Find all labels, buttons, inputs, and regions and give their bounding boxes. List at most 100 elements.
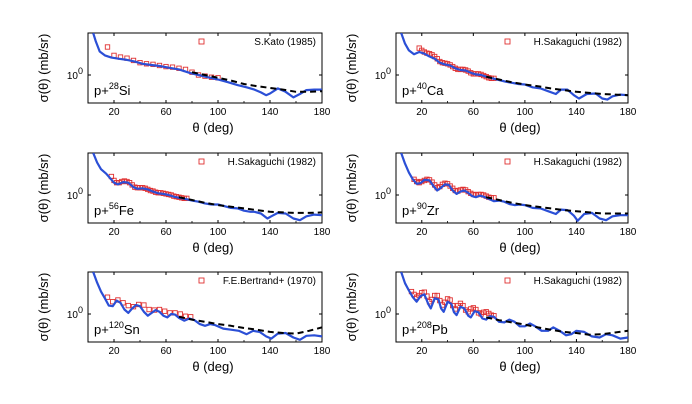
series-group	[400, 33, 628, 101]
target-symbol: Ca	[427, 83, 444, 98]
legend-marker	[198, 158, 205, 165]
target-prefix: p+	[402, 322, 417, 337]
calc-solid-line	[400, 153, 628, 222]
legend-marker	[198, 38, 205, 45]
x-tick-label: 140	[262, 227, 279, 238]
y-tick-label: 100	[67, 66, 83, 82]
target-mass: 56	[109, 201, 119, 211]
x-tick-label: 20	[416, 107, 428, 118]
legend-marker	[504, 38, 511, 45]
y-axis-label: σ(θ) (mb/sr)	[344, 34, 359, 103]
y-tick-exp: 0	[78, 186, 83, 196]
x-axis-label: θ (deg)	[192, 240, 233, 255]
x-axis-label: θ (deg)	[192, 359, 233, 374]
target-label: p+28Si	[94, 81, 131, 98]
y-tick-base: 10	[375, 71, 387, 82]
legend-label: H.Sakaguchi (1982)	[228, 157, 316, 168]
x-tick-label: 60	[468, 227, 480, 238]
plot-frame	[395, 32, 629, 104]
legend-label: S.Kato (1985)	[254, 37, 316, 48]
panel-e: 20 60 100 140 180 100 σ(θ) (mb/sr) θ (deg) F.E.B…	[36, 271, 331, 374]
x-tick-label: 140	[568, 107, 585, 118]
y-tick-label: 100	[67, 186, 83, 202]
legend-label: H.Sakaguchi (1982)	[534, 276, 622, 287]
data-point	[177, 311, 183, 317]
x-axis-label: θ (deg)	[499, 240, 540, 255]
calc-solid-line	[92, 272, 322, 341]
series-group	[92, 33, 322, 99]
calc-solid-line	[92, 33, 322, 99]
x-tick-label: 60	[160, 227, 172, 238]
series-group	[400, 153, 628, 222]
data-point	[162, 308, 168, 314]
y-tick-base: 10	[375, 310, 387, 321]
plot-frame	[395, 152, 629, 224]
x-tick-label: 20	[416, 346, 428, 357]
series-group	[400, 272, 628, 340]
target-mass: 120	[109, 320, 124, 330]
x-tick-label: 100	[517, 346, 534, 357]
x-tick-label: 180	[620, 346, 637, 357]
y-tick-base: 10	[67, 71, 79, 82]
y-tick-label: 100	[375, 66, 391, 82]
x-tick-label: 20	[108, 346, 120, 357]
data-point	[146, 306, 152, 313]
calc-dashed-line	[485, 75, 628, 97]
y-tick-label: 100	[67, 305, 83, 321]
y-axis-label: σ(θ) (mb/sr)	[344, 273, 359, 342]
y-tick-exp: 0	[78, 305, 83, 315]
x-tick-label: 100	[517, 107, 534, 118]
x-tick-label: 20	[416, 227, 428, 238]
x-tick-label: 60	[160, 107, 172, 118]
target-mass: 28	[109, 81, 119, 91]
x-axis-label: θ (deg)	[499, 359, 540, 374]
target-symbol: Pb	[432, 322, 448, 337]
panel-f: 20 60 100 140 180 100 σ(θ) (mb/sr) θ (deg) H.Sak…	[344, 271, 637, 374]
x-tick-label: 60	[468, 346, 480, 357]
x-tick-label: 20	[108, 227, 120, 238]
data-point	[182, 313, 189, 319]
x-tick-label: 100	[210, 107, 227, 118]
panel-b: 20 60 100 140 180 100 σ(θ) (mb/sr) θ (deg) H.Sak…	[344, 32, 637, 135]
y-tick-exp: 0	[386, 305, 391, 315]
x-tick-label: 20	[108, 107, 120, 118]
y-tick-exp: 0	[78, 66, 83, 76]
data-point	[141, 302, 147, 308]
target-label: p+90Zr	[402, 201, 440, 218]
x-tick-label: 100	[210, 346, 227, 357]
calc-dashed-line	[191, 71, 322, 93]
legend-label: H.Sakaguchi (1982)	[534, 37, 622, 48]
x-tick-label: 100	[210, 227, 227, 238]
x-tick-label: 180	[620, 107, 637, 118]
y-tick-label: 100	[375, 305, 391, 321]
panel-d: 20 60 100 140 180 100 σ(θ) (mb/sr) θ (deg) H.Sak…	[344, 152, 637, 255]
calc-dashed-line	[178, 315, 322, 335]
target-label: p+208Pb	[402, 320, 448, 337]
target-prefix: p+	[94, 203, 109, 218]
legend-marker	[504, 277, 511, 284]
x-tick-label: 180	[314, 107, 331, 118]
y-tick-base: 10	[67, 191, 79, 202]
plot-frame	[87, 271, 323, 343]
y-tick-exp: 0	[386, 66, 391, 76]
target-label: p+56Fe	[94, 201, 134, 218]
target-mass: 90	[417, 201, 427, 211]
legend-label: H.Sakaguchi (1982)	[534, 157, 622, 168]
target-prefix: p+	[402, 203, 417, 218]
x-tick-label: 180	[314, 346, 331, 357]
legend-marker	[198, 277, 205, 284]
data-point	[104, 44, 111, 50]
x-tick-label: 60	[160, 346, 172, 357]
plot-frame	[395, 271, 629, 343]
x-tick-label: 140	[568, 346, 585, 357]
x-tick-label: 140	[262, 346, 279, 357]
x-axis-label: θ (deg)	[499, 120, 540, 135]
x-tick-label: 60	[468, 107, 480, 118]
target-prefix: p+	[94, 322, 109, 337]
x-tick-label: 180	[314, 227, 331, 238]
plot-frame	[87, 152, 323, 224]
y-tick-label: 100	[375, 186, 391, 202]
target-symbol: Si	[119, 83, 131, 98]
target-prefix: p+	[402, 83, 417, 98]
